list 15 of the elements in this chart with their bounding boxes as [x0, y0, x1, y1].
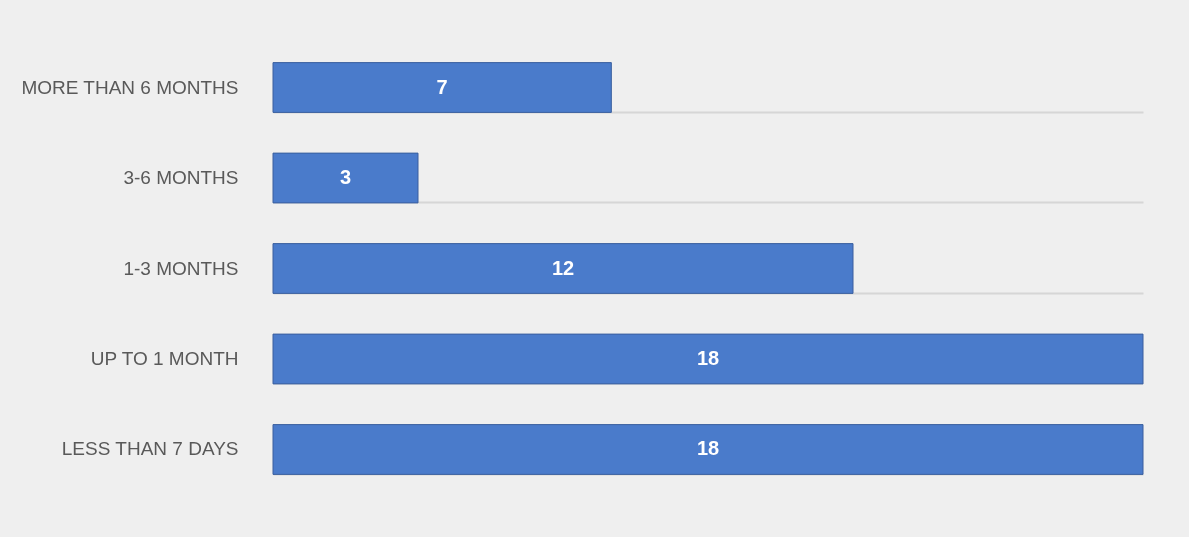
y-tick-label: 3-6 MONTHS [123, 167, 239, 188]
data-label: 7 [436, 75, 448, 98]
bar [272, 152, 419, 204]
bar [272, 424, 1144, 475]
data-label: 3 [339, 166, 352, 188]
bar [272, 243, 854, 294]
data-label: 18 [696, 347, 720, 369]
y-tick-label: LESS THAN 7 DAYS [61, 438, 239, 460]
y-tick-label: 1-3 MONTHS [123, 257, 239, 279]
y-tick-label: UP TO 1 MONTH [90, 348, 239, 369]
data-label: 12 [551, 256, 575, 279]
data-label: 18 [696, 437, 720, 460]
y-tick-label: MORE THAN 6 MONTHS [21, 76, 239, 98]
bar [272, 62, 612, 113]
bar [272, 333, 1144, 385]
